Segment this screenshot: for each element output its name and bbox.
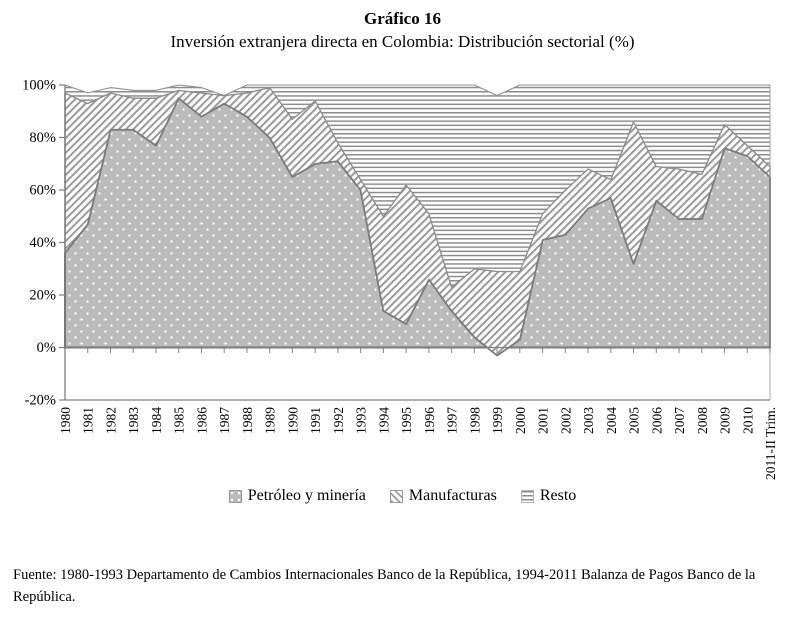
stacked-area-chart: 100% 80% 60% 40% 20% 0% -20%1980 1981 1982 1983 19… — [22, 78, 778, 481]
chart-legend: Petróleo y minería Manufacturas Resto — [0, 487, 805, 505]
chart-subtitle: Inversión extranjera directa en Colombia… — [170, 32, 635, 51]
svg-text:1989: 1989 — [263, 407, 278, 434]
svg-text:1986: 1986 — [194, 407, 209, 434]
svg-text:40%: 40% — [29, 235, 56, 251]
petroleo-swatch-icon — [228, 489, 242, 503]
svg-text:2001: 2001 — [536, 407, 551, 434]
resto-swatch-icon — [520, 489, 534, 503]
svg-text:-20%: -20% — [25, 393, 56, 409]
svg-text:2010: 2010 — [740, 407, 755, 434]
legend-item-manufacturas: Manufacturas — [389, 487, 497, 505]
svg-text:1988: 1988 — [240, 407, 255, 434]
svg-text:80%: 80% — [29, 130, 56, 146]
svg-text:100%: 100% — [22, 78, 56, 94]
svg-text:1980: 1980 — [58, 407, 73, 434]
svg-text:1981: 1981 — [81, 407, 96, 434]
svg-text:1998: 1998 — [467, 407, 482, 434]
svg-text:2005: 2005 — [627, 407, 642, 434]
svg-text:1985: 1985 — [172, 407, 187, 434]
svg-text:1991: 1991 — [308, 407, 323, 434]
svg-text:1984: 1984 — [149, 407, 164, 434]
svg-text:1996: 1996 — [422, 407, 437, 434]
svg-text:1992: 1992 — [331, 407, 346, 434]
svg-text:1990: 1990 — [285, 407, 300, 434]
svg-text:2002: 2002 — [558, 407, 573, 434]
svg-text:20%: 20% — [29, 288, 56, 304]
legend-label-manufacturas: Manufacturas — [408, 487, 497, 504]
svg-text:0%: 0% — [37, 340, 56, 356]
svg-text:2011-II Trim.: 2011-II Trim. — [763, 407, 778, 480]
legend-item-resto: Resto — [520, 487, 577, 505]
legend-label-petroleo: Petróleo y minería — [247, 487, 366, 504]
svg-text:60%: 60% — [29, 183, 56, 199]
svg-text:1993: 1993 — [354, 407, 369, 434]
legend-label-resto: Resto — [539, 487, 577, 504]
svg-text:2008: 2008 — [695, 407, 710, 434]
svg-text:2004: 2004 — [604, 407, 619, 434]
svg-text:1997: 1997 — [445, 407, 460, 434]
svg-text:1999: 1999 — [490, 407, 505, 434]
svg-text:1983: 1983 — [126, 407, 141, 434]
manufacturas-swatch-icon — [389, 489, 403, 503]
chart-title: Gráfico 16 — [364, 9, 441, 28]
source-note: Fuente: 1980-1993 Departamento de Cambio… — [13, 567, 756, 605]
legend-item-petroleo: Petróleo y minería — [228, 487, 366, 505]
svg-text:1995: 1995 — [399, 407, 414, 434]
svg-text:2007: 2007 — [672, 407, 687, 434]
svg-text:1987: 1987 — [217, 407, 232, 434]
svg-text:2000: 2000 — [513, 407, 528, 434]
svg-text:2003: 2003 — [581, 407, 596, 434]
svg-text:2009: 2009 — [718, 407, 733, 434]
svg-text:2006: 2006 — [649, 407, 664, 434]
svg-text:1994: 1994 — [376, 407, 391, 434]
svg-text:1982: 1982 — [103, 407, 118, 434]
